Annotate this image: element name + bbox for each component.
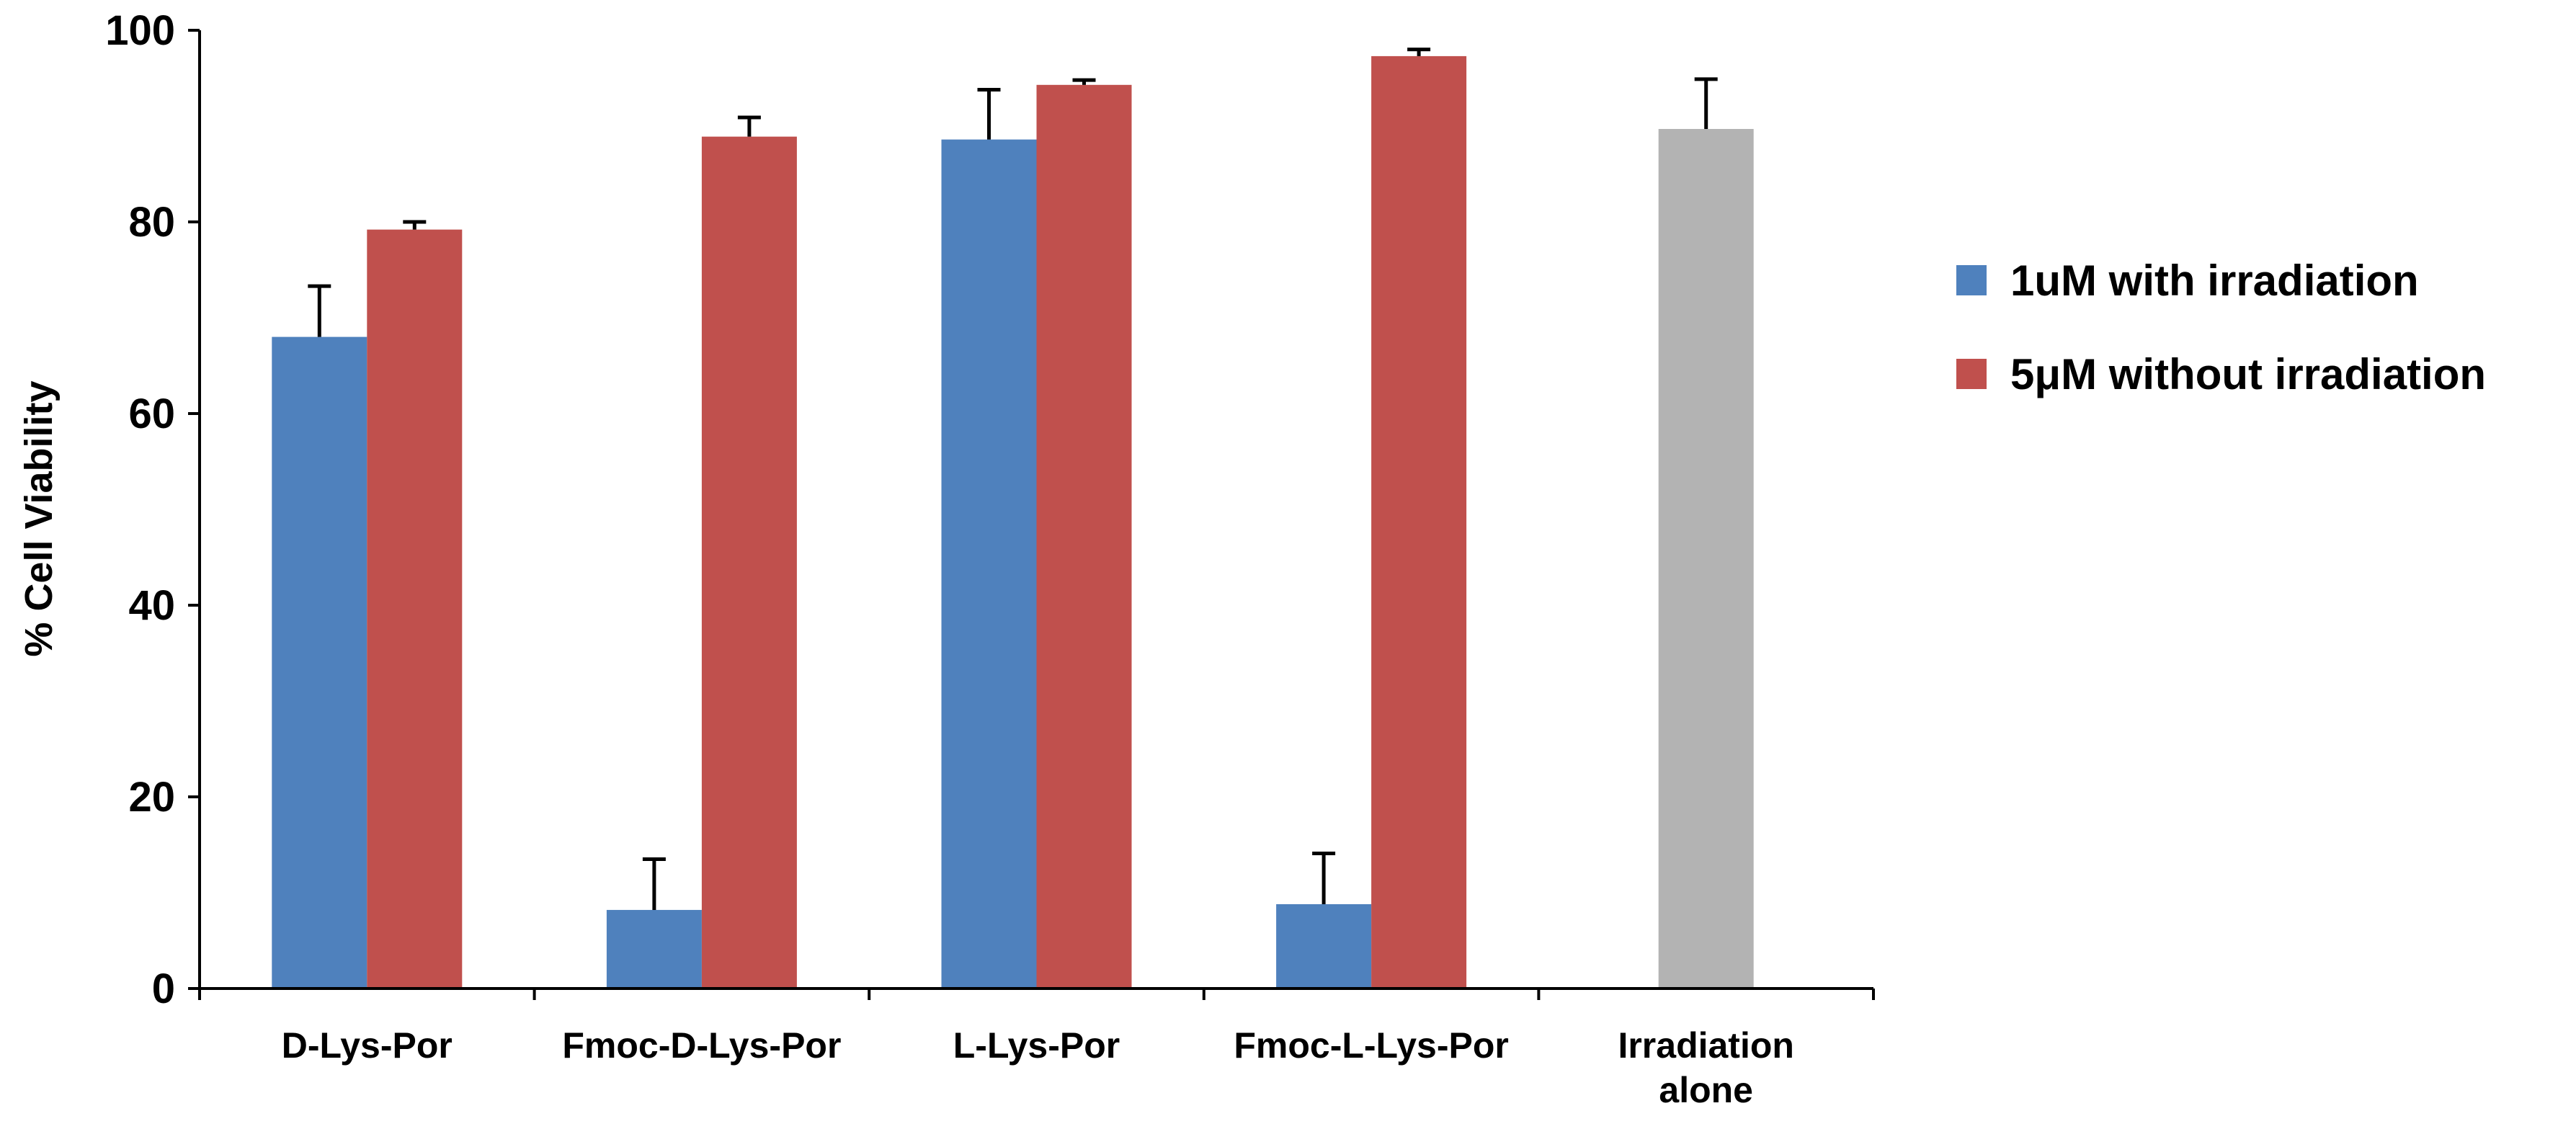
y-tick-label: 0 [152,965,175,1012]
x-tick-label: D-Lys-Por [282,1025,453,1066]
legend: 1uM with irradiation 5μM without irradiat… [1956,256,2486,398]
bar [1371,55,1467,989]
x-tick-label-line: D-Lys-Por [282,1025,453,1066]
bar [1276,903,1372,989]
y-tick-label: 20 [128,774,175,821]
bar [1036,84,1132,989]
x-tick-label-line: Fmoc-D-Lys-Por [562,1025,841,1066]
bar [272,336,367,989]
x-tick-label: L-Lys-Por [953,1025,1120,1066]
legend-label: 5μM without irradiation [2010,350,2486,398]
legend-label: 1uM with irradiation [2010,256,2419,305]
y-axis-label: % Cell Viability [17,380,61,656]
error-bars [308,48,1718,910]
bars [272,55,1754,989]
x-tick-labels: D-Lys-Por Fmoc-D-Lys-Por L-Lys-Por Fmoc-L-L… [282,1025,1794,1110]
bar [1658,128,1754,989]
x-tick-label: Fmoc-L-Lys-Por [1234,1025,1509,1066]
x-tick-label-line: Irradiation [1618,1025,1793,1066]
bar [367,229,463,989]
x-tick-label: Fmoc-D-Lys-Por [562,1025,841,1066]
y-tick-label: 100 [105,7,175,54]
bar [606,909,702,989]
bar [941,139,1037,989]
bar [701,136,797,989]
x-tick-label-line: Fmoc-L-Lys-Por [1234,1025,1509,1066]
legend-swatch [1956,359,1987,389]
x-tick-label-line: alone [1659,1070,1753,1110]
y-tick-label: 40 [128,582,175,629]
axes [188,29,1875,1000]
legend-swatch [1956,265,1987,295]
x-tick-label: Irradiation alone [1618,1025,1793,1110]
y-tick-label: 60 [128,391,175,437]
y-tick-label: 80 [128,199,175,246]
y-tick-labels: 0 20 40 60 80 100 [105,7,175,1012]
x-tick-label-line: L-Lys-Por [953,1025,1120,1066]
